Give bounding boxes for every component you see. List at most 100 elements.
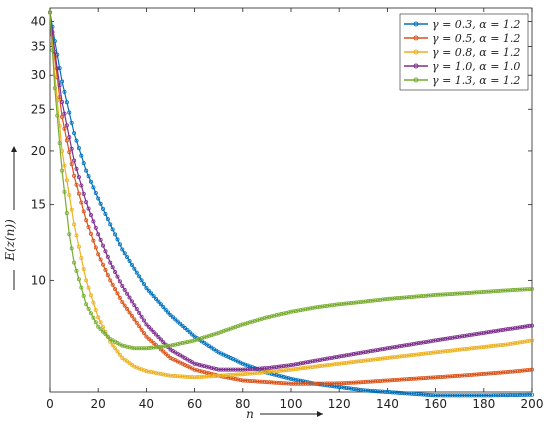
data-point bbox=[274, 380, 279, 385]
data-point bbox=[137, 274, 142, 279]
data-point bbox=[305, 306, 310, 311]
data-point bbox=[443, 393, 448, 398]
data-point bbox=[505, 370, 510, 375]
data-point bbox=[274, 369, 279, 374]
data-point bbox=[98, 257, 103, 262]
data-point bbox=[226, 327, 231, 332]
data-point bbox=[146, 369, 151, 374]
data-point bbox=[262, 379, 267, 384]
data-point bbox=[457, 393, 462, 398]
data-point bbox=[438, 393, 443, 398]
data-point bbox=[493, 329, 498, 334]
data-point bbox=[76, 191, 81, 196]
legend-item: γ = 0.8, α = 1.2 bbox=[404, 46, 520, 59]
data-point bbox=[298, 308, 303, 313]
x-tick-label: 60 bbox=[187, 397, 202, 411]
data-point bbox=[151, 345, 156, 350]
data-point bbox=[235, 372, 240, 377]
data-point bbox=[204, 370, 209, 375]
data-point bbox=[91, 185, 96, 190]
data-point bbox=[62, 111, 67, 116]
data-point bbox=[120, 300, 125, 305]
data-point bbox=[385, 346, 390, 351]
data-point bbox=[419, 352, 424, 357]
data-point bbox=[154, 296, 159, 301]
legend-marker bbox=[413, 77, 419, 83]
data-point bbox=[158, 347, 163, 352]
x-tick-label: 20 bbox=[91, 397, 106, 411]
data-point bbox=[460, 291, 465, 296]
data-point bbox=[443, 336, 448, 341]
data-point bbox=[223, 367, 228, 372]
data-point bbox=[134, 365, 139, 370]
data-point bbox=[498, 288, 503, 293]
data-point bbox=[207, 333, 212, 338]
data-point bbox=[233, 372, 238, 377]
data-point bbox=[178, 374, 183, 379]
data-point bbox=[407, 295, 412, 300]
data-point bbox=[469, 332, 474, 337]
data-point bbox=[101, 206, 106, 211]
data-point bbox=[322, 363, 327, 368]
data-point bbox=[387, 296, 392, 301]
data-point bbox=[530, 392, 535, 397]
data-point bbox=[368, 298, 373, 303]
data-point bbox=[233, 324, 238, 329]
data-point bbox=[378, 356, 383, 361]
data-point bbox=[443, 374, 448, 379]
data-point bbox=[86, 306, 91, 311]
data-point bbox=[252, 318, 257, 323]
data-point bbox=[144, 285, 149, 290]
data-point bbox=[382, 297, 387, 302]
data-point bbox=[156, 344, 161, 349]
data-point bbox=[286, 381, 291, 386]
data-point bbox=[426, 293, 431, 298]
data-point bbox=[228, 367, 233, 372]
data-point bbox=[146, 346, 151, 351]
data-point bbox=[375, 347, 380, 352]
data-point bbox=[315, 358, 320, 363]
data-point bbox=[387, 355, 392, 360]
data-point bbox=[72, 158, 77, 163]
data-point bbox=[356, 387, 361, 392]
data-point bbox=[498, 343, 503, 348]
data-point bbox=[325, 363, 330, 368]
data-point bbox=[320, 363, 325, 368]
data-point bbox=[474, 372, 479, 377]
data-point bbox=[216, 373, 221, 378]
data-point bbox=[243, 378, 248, 383]
data-point bbox=[267, 369, 272, 374]
data-point bbox=[158, 302, 163, 307]
data-point bbox=[522, 368, 527, 373]
data-point bbox=[91, 238, 96, 243]
data-point bbox=[402, 295, 407, 300]
data-point bbox=[197, 374, 202, 379]
data-point bbox=[349, 380, 354, 385]
data-point bbox=[375, 298, 380, 303]
data-point bbox=[62, 189, 67, 194]
data-point bbox=[409, 391, 414, 396]
data-point bbox=[134, 346, 139, 351]
data-point bbox=[195, 368, 200, 373]
data-point bbox=[462, 347, 467, 352]
data-point bbox=[344, 380, 349, 385]
data-point bbox=[64, 138, 69, 143]
data-point bbox=[264, 370, 269, 375]
data-point bbox=[231, 367, 236, 372]
data-point bbox=[402, 353, 407, 358]
data-point bbox=[440, 292, 445, 297]
data-point bbox=[84, 218, 89, 223]
series-3 bbox=[48, 10, 535, 380]
data-point bbox=[149, 370, 154, 375]
series-layer bbox=[48, 10, 535, 398]
data-point bbox=[433, 393, 438, 398]
data-point bbox=[448, 393, 453, 398]
data-point bbox=[139, 346, 144, 351]
data-point bbox=[421, 392, 426, 397]
data-point bbox=[337, 381, 342, 386]
data-point bbox=[134, 320, 139, 325]
data-point bbox=[358, 387, 363, 392]
data-point bbox=[69, 162, 74, 167]
data-point bbox=[513, 392, 518, 397]
data-point bbox=[476, 393, 481, 398]
